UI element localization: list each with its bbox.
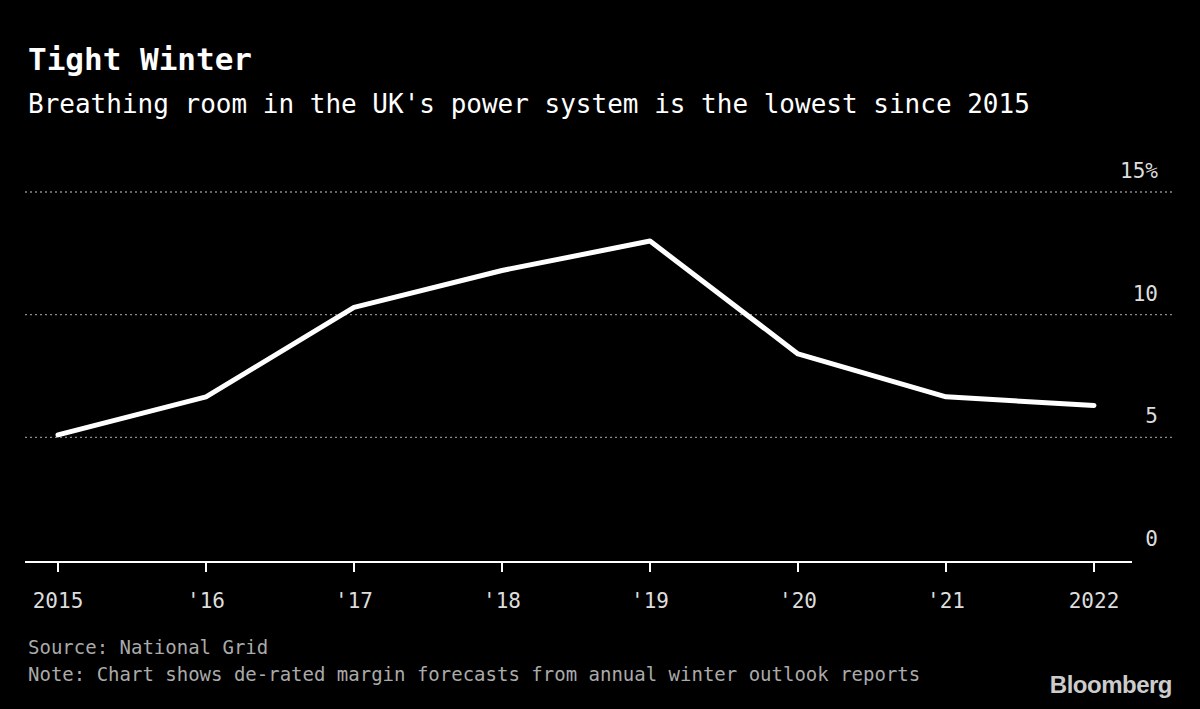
subtitle: Breathing room in the UK's power system … (28, 89, 1030, 119)
x-tick (945, 562, 947, 572)
x-tick (205, 562, 207, 572)
x-tick-label: '21 (927, 589, 965, 613)
y-tick-label: 5 (1145, 404, 1158, 428)
x-tick (797, 562, 799, 572)
background (0, 0, 1200, 709)
data-line (58, 241, 1094, 435)
y-tick-label: 0 (1145, 527, 1158, 551)
x-tick-label: 2015 (33, 589, 84, 613)
grid-line (25, 314, 1175, 315)
title: Tight Winter (28, 41, 252, 77)
x-tick-label: '18 (483, 589, 521, 613)
x-tick-label: '20 (779, 589, 817, 613)
x-tick (353, 562, 355, 572)
x-tick-label: '19 (631, 589, 669, 613)
x-tick-label: '16 (187, 589, 225, 613)
x-tick (501, 562, 503, 572)
grid-line (25, 191, 1175, 192)
x-axis-line (25, 561, 1132, 563)
x-tick-label: 2022 (1069, 589, 1120, 613)
chart-svg: Tight Winter Breathing room in the UK's p… (0, 0, 1200, 709)
note: Note: Chart shows de-rated margin foreca… (28, 663, 920, 685)
chart-root: Tight Winter Breathing room in the UK's p… (0, 0, 1200, 709)
y-tick-label: 15% (1120, 159, 1158, 183)
x-tick (57, 562, 59, 572)
source: Source: National Grid (28, 636, 268, 658)
x-tick (649, 562, 651, 572)
credit: Bloomberg (1050, 671, 1172, 698)
x-tick-label: '17 (335, 589, 373, 613)
plot-area (58, 241, 1094, 435)
grid-line (25, 437, 1175, 438)
x-tick (1093, 562, 1095, 572)
y-tick-label: 10 (1133, 282, 1158, 306)
